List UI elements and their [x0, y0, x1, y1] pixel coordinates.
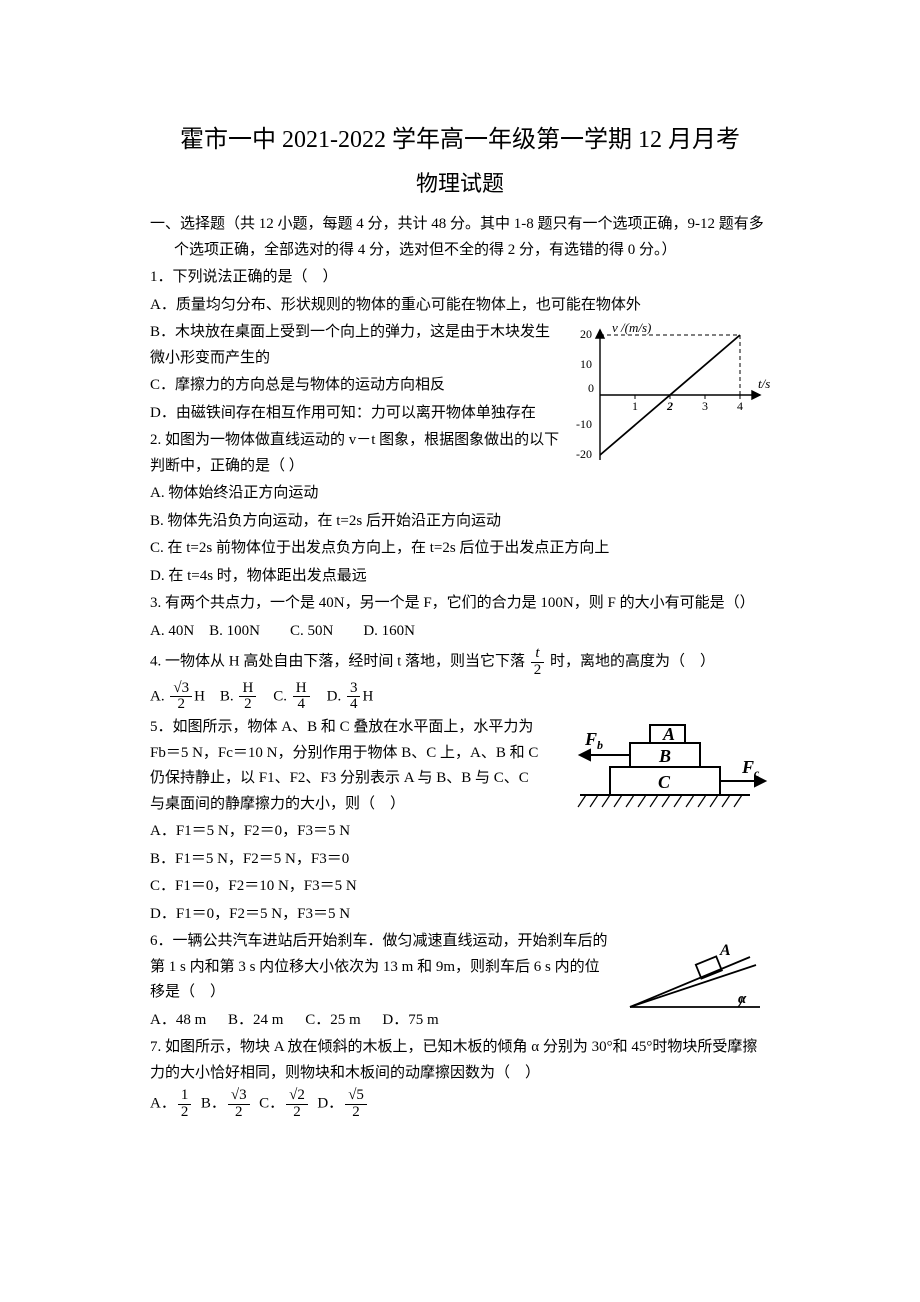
- q4-stem-post: 时，离地的高度为（ ）: [550, 654, 715, 670]
- frac-den: 2: [170, 697, 192, 713]
- frac-den: 2: [228, 1105, 250, 1121]
- label-fb: F: [584, 729, 597, 749]
- q1-opt-a: A．质量均匀分布、形状规则的物体的重心可能在物体上，也可能在物体外: [150, 293, 770, 319]
- label-a: A: [662, 724, 675, 744]
- ytick: -20: [576, 447, 592, 461]
- q1-stem: 1．下列说法正确的是（ ）: [150, 265, 770, 291]
- q2-opt-c: C. 在 t=2s 前物体位于出发点负方向上，在 t=2s 后位于出发点正方向上: [150, 536, 770, 562]
- frac-den: 2: [345, 1105, 367, 1121]
- xtick: 1: [632, 399, 638, 413]
- frac-num: √5: [345, 1088, 367, 1105]
- label-a: A: [719, 942, 731, 959]
- q5-opt-a: A．F1＝5 N，F2＝0，F3＝5 N: [150, 819, 770, 845]
- q2-opt-b: B. 物体先沿负方向运动，在 t=2s 后开始沿正方向运动: [150, 509, 770, 535]
- vt-graph: v /(m/s) t/s 20 10 0 -10 -20 1 2 3 4: [570, 320, 770, 470]
- xtick: 2: [666, 399, 673, 413]
- frac-den: 2: [531, 663, 545, 679]
- ytick: 10: [580, 357, 592, 371]
- opt-tail: H: [194, 688, 205, 704]
- frac-num: 3: [347, 681, 361, 698]
- opt-tail: H: [362, 688, 373, 704]
- q4-stem: 4. 一物体从 H 高处自由下落，经时间 t 落地，则当它下落 t 2 时，离地…: [150, 646, 770, 679]
- page-title: 霍市一中 2021-2022 学年高一年级第一学期 12 月月考: [150, 120, 770, 161]
- q6-opt-a: A．48 m: [150, 1012, 206, 1028]
- subject-title: 物理试题: [150, 165, 770, 202]
- frac-den: 2: [239, 697, 256, 713]
- ytick: 20: [580, 327, 592, 341]
- frac-num: t: [531, 646, 545, 663]
- frac-num: √3: [170, 681, 192, 698]
- ytick: -10: [576, 417, 592, 431]
- q3-opts: A. 40N B. 100N C. 50N D. 160N: [150, 619, 770, 645]
- frac-num: 1: [178, 1088, 192, 1105]
- svg-text:Fb: Fb: [584, 729, 603, 752]
- frac-num: H: [293, 681, 310, 698]
- label-c: C: [658, 772, 671, 792]
- frac-den: 4: [293, 697, 310, 713]
- q6-opt-d: D．75 m: [382, 1012, 438, 1028]
- xtick: 3: [702, 399, 708, 413]
- q5-opt-b: B．F1＝5 N，F2＝5 N，F3＝0: [150, 847, 770, 873]
- section-header: 一、选择题（共 12 小题，每题 4 分，共计 48 分。其中 1-8 题只有一…: [150, 212, 770, 263]
- frac-num: √2: [286, 1088, 308, 1105]
- blocks-diagram: A B C Fb Fc: [550, 715, 770, 810]
- q4-stem-pre: 4. 一物体从 H 高处自由下落，经时间 t 落地，则当它下落: [150, 654, 529, 670]
- label-fc: F: [741, 757, 754, 777]
- q2-opt-a: A. 物体始终沿正方向运动: [150, 481, 770, 507]
- frac-den: 4: [347, 697, 361, 713]
- q5-opt-c: C．F1＝0，F2＝10 N，F3＝5 N: [150, 874, 770, 900]
- q3-stem: 3. 有两个共点力，一个是 40N，另一个是 F，它们的合力是 100N，则 F…: [150, 591, 770, 617]
- q4-frac: t 2: [531, 646, 545, 679]
- frac-num: H: [239, 681, 256, 698]
- svg-text:Fc: Fc: [741, 757, 760, 780]
- q7-stem: 7. 如图所示，物块 A 放在倾斜的木板上，已知木板的倾角 α 分别为 30°和…: [150, 1035, 770, 1086]
- q2-opt-d: D. 在 t=4s 时，物体距出发点最远: [150, 564, 770, 590]
- q5-opt-d: D．F1＝0，F2＝5 N，F3＝5 N: [150, 902, 770, 928]
- xlabel: t/s: [758, 376, 770, 391]
- label-b: B: [658, 746, 671, 766]
- q7-opts: A．12 B．√32 C．√22 D．√52: [150, 1088, 770, 1121]
- frac-den: 2: [178, 1105, 192, 1121]
- frac-den: 2: [286, 1105, 308, 1121]
- q4-opts: A. √32H B. H2 C. H4 D. 34H: [150, 681, 770, 714]
- ylabel: v /(m/s): [612, 320, 651, 335]
- incline-diagram: A α: [620, 937, 770, 1017]
- q6-opt-b: B．24 m: [228, 1012, 283, 1028]
- ytick: 0: [588, 381, 594, 395]
- q6-opt-c: C．25 m: [305, 1012, 360, 1028]
- xtick: 4: [737, 399, 743, 413]
- frac-num: √3: [228, 1088, 250, 1105]
